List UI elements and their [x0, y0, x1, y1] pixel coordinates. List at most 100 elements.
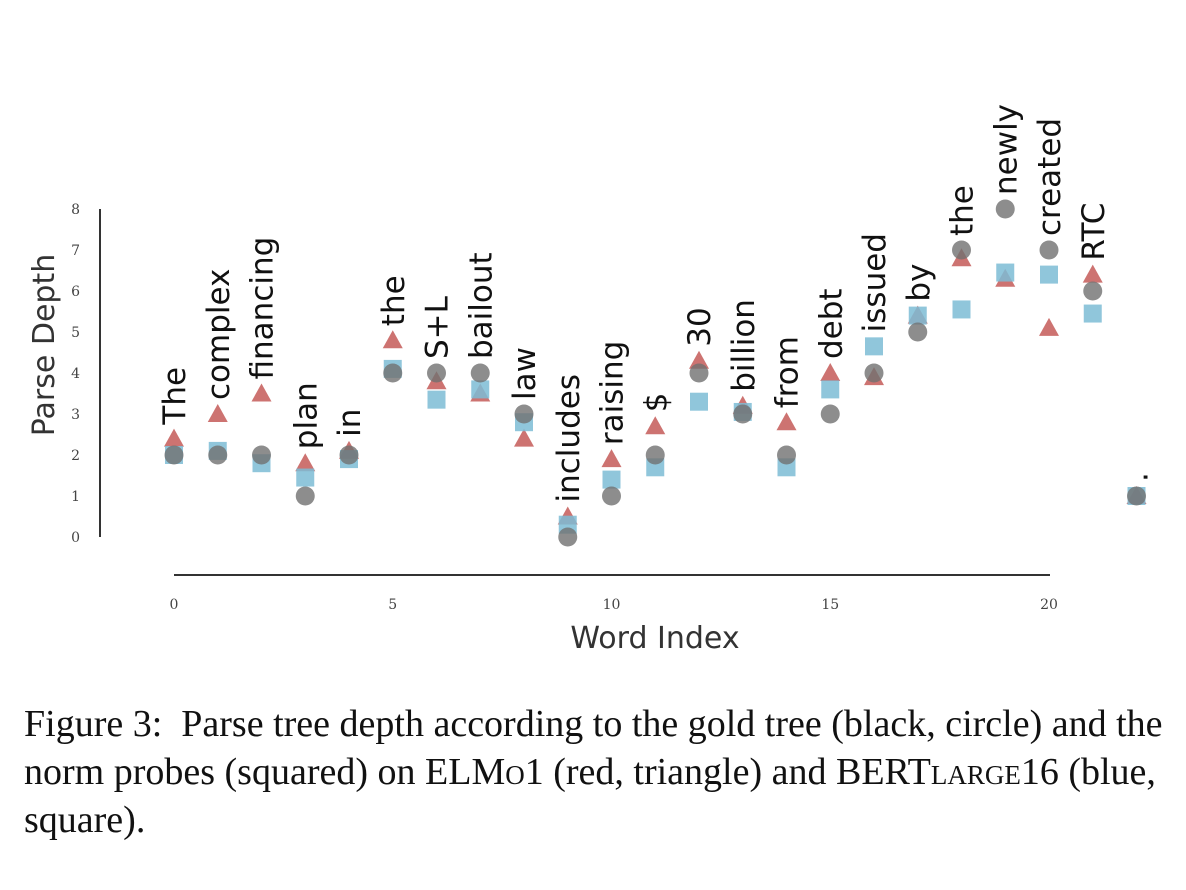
circle-point: [339, 445, 359, 465]
circle-point: [1127, 486, 1146, 506]
data-points: [164, 199, 1147, 547]
caption-text-1: Parse tree depth according to the gold t…: [24, 703, 1163, 793]
circle-point: [777, 445, 796, 465]
word-label: created: [1032, 118, 1068, 236]
y-tick-labels: 0 1 2 3 4 5 6 7 8: [71, 202, 80, 546]
circle-point: [820, 404, 840, 424]
triangle-point: [164, 428, 184, 447]
circle-point: [470, 363, 490, 383]
elmo-layer: 1: [524, 751, 544, 793]
word-label: the: [376, 275, 412, 326]
circle-point: [252, 445, 271, 465]
word-label: issued: [857, 233, 893, 332]
word-label: the: [945, 185, 981, 236]
circle-point: [908, 322, 928, 342]
y-tick-label: 0: [71, 530, 80, 546]
circle-point: [1039, 240, 1059, 260]
triangle-point: [207, 404, 228, 422]
square-point: [952, 300, 971, 319]
circle-point: [645, 445, 665, 465]
square-point: [602, 470, 621, 489]
triangle-point: [820, 363, 841, 381]
y-tick-label: 3: [71, 407, 80, 423]
word-label: RTC: [1076, 203, 1112, 261]
circle-point: [864, 363, 884, 383]
word-label: 30: [682, 307, 718, 346]
square-point: [296, 468, 315, 487]
triangle-point: [382, 330, 403, 349]
word-label: complex: [201, 269, 237, 400]
word-label: by: [901, 264, 937, 302]
square-point: [690, 392, 708, 411]
series-circle-group: [164, 199, 1146, 547]
word-label: raising: [595, 341, 631, 445]
square-point: [427, 390, 446, 409]
bert-layer: 16: [1020, 751, 1059, 793]
circle-point: [689, 363, 709, 383]
bert-name: BERT: [836, 751, 931, 793]
word-label: newly: [988, 104, 1024, 195]
circle-point: [208, 445, 228, 465]
triangle-point: [776, 412, 797, 431]
x-tick-label: 20: [1040, 597, 1058, 613]
word-label: in: [332, 409, 368, 437]
elmo-name-small: o: [505, 751, 525, 793]
circle-point: [558, 527, 578, 547]
circle-point: [995, 199, 1015, 219]
y-tick-label: 6: [71, 284, 80, 300]
word-label: The: [157, 367, 193, 426]
elmo-name: ELM: [425, 751, 506, 793]
triangle-point: [689, 350, 709, 369]
circle-point: [427, 363, 446, 383]
figure-caption: Figure 3: Parse tree depth according to …: [24, 700, 1174, 844]
x-axis-title: Word Index: [570, 621, 739, 656]
square-point: [471, 380, 490, 399]
caption-text-2: (red, triangle) and: [543, 751, 836, 793]
circle-point: [383, 363, 403, 383]
circle-point: [602, 486, 621, 506]
square-point: [865, 337, 883, 356]
square-point: [908, 306, 927, 325]
triangle-point: [514, 428, 534, 447]
circle-point: [514, 404, 534, 424]
triangle-point: [251, 383, 272, 402]
caption-text-3: (blue, square).: [24, 751, 1156, 841]
figure-label: Figure 3:: [24, 703, 163, 745]
y-tick-label: 2: [71, 448, 80, 464]
word-label: from: [770, 336, 806, 408]
circle-point: [295, 486, 315, 506]
word-label: .: [1120, 472, 1156, 482]
triangle-point: [1039, 317, 1059, 336]
y-tick-label: 1: [71, 489, 80, 505]
y-tick-label: 7: [71, 243, 80, 259]
circle-point: [733, 404, 753, 424]
word-label: billion: [726, 299, 762, 392]
word-label: $: [638, 393, 674, 413]
word-label: law: [507, 347, 543, 400]
x-tick-label: 10: [603, 597, 621, 613]
x-tick-labels: 0 5 10 15 20: [170, 597, 1058, 613]
word-label: bailout: [463, 252, 499, 359]
bert-name-small: large: [930, 751, 1021, 793]
axes: [99, 209, 1050, 576]
word-label: debt: [813, 288, 849, 359]
x-tick-label: 15: [821, 597, 839, 613]
circle-point: [164, 445, 184, 465]
word-label: S+L: [420, 295, 456, 359]
word-label: includes: [551, 374, 587, 502]
x-tick-label: 0: [170, 597, 179, 613]
y-tick-label: 4: [71, 366, 80, 382]
square-point: [1040, 265, 1058, 284]
word-label: plan: [288, 382, 324, 449]
triangle-point: [645, 416, 666, 435]
y-tick-label: 5: [71, 325, 80, 341]
triangle-point: [601, 449, 622, 468]
y-tick-label: 8: [71, 202, 80, 218]
y-axis-title: Parse Depth: [27, 254, 62, 436]
triangle-point: [295, 453, 316, 472]
word-label: financing: [245, 237, 281, 380]
square-point: [1083, 304, 1102, 323]
square-point: [821, 380, 840, 399]
parse-depth-chart: 0 1 2 3 4 5 6 7 8 0 5 10 15 20 Parse Depth Word Inde…: [27, 104, 1156, 656]
